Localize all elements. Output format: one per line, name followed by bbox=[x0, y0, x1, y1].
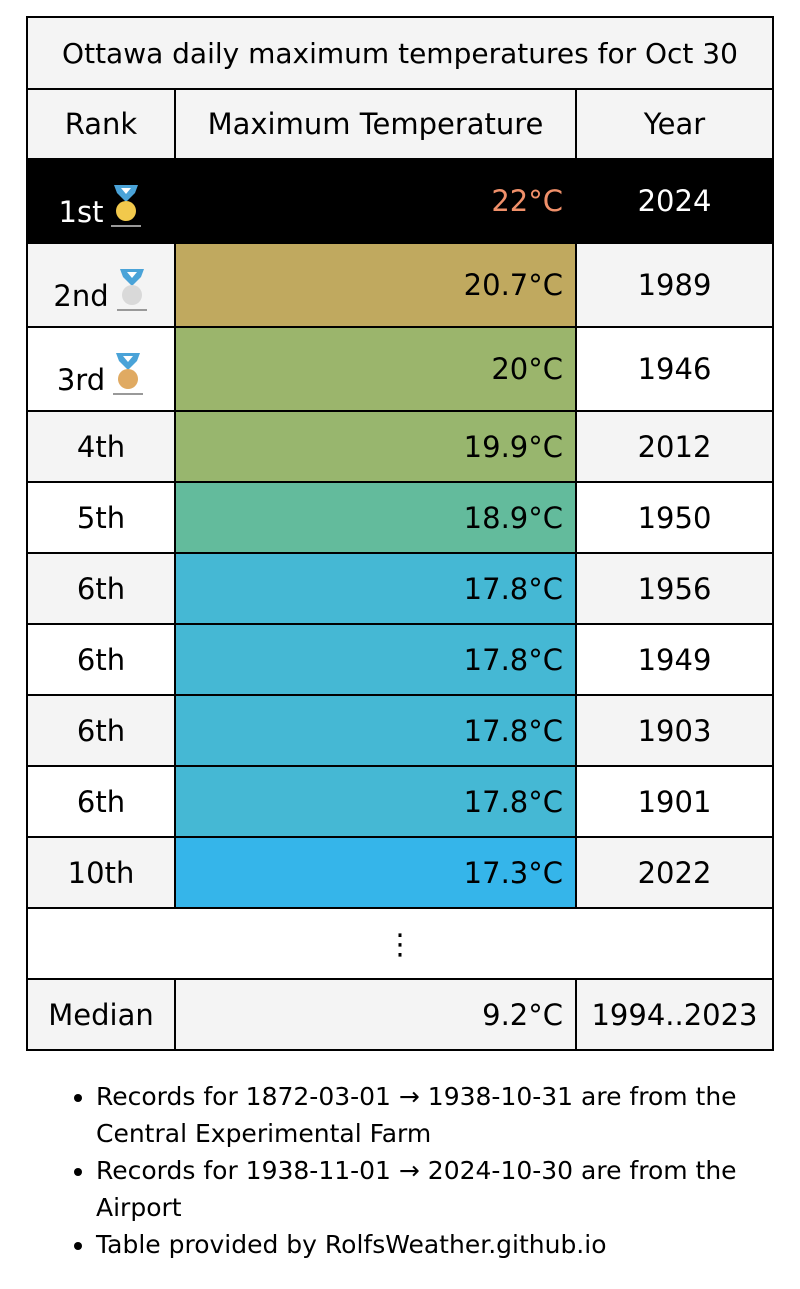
table-row: 10th 17.3°C 2022 bbox=[26, 836, 774, 909]
temp-cell: 20°C bbox=[174, 326, 577, 412]
rank-text: 6th bbox=[76, 642, 126, 677]
rank-cell: 6th bbox=[26, 765, 176, 838]
note: Records for 1938-11-01 → 2024-10-30 are … bbox=[96, 1152, 776, 1226]
rank-text: 5th bbox=[76, 500, 126, 535]
rank-text: 10th bbox=[67, 855, 135, 890]
rank-text: 6th bbox=[76, 571, 126, 606]
temp-cell: 22°C bbox=[174, 158, 577, 244]
year-cell: 1901 bbox=[575, 765, 774, 838]
year-cell: 2024 bbox=[575, 158, 774, 244]
rank-text: 4th bbox=[76, 429, 126, 464]
rank-text: 6th bbox=[76, 713, 126, 748]
table-row: 1st 22°C 2024 bbox=[26, 158, 774, 244]
ellipsis-row: ⋮ bbox=[26, 907, 774, 980]
table-title: Ottawa daily maximum temperatures for Oc… bbox=[26, 16, 774, 90]
notes-list: Records for 1872-03-01 → 1938-10-31 are … bbox=[52, 1078, 776, 1263]
temp-cell: 19.9°C bbox=[174, 410, 577, 483]
rank-cell: 4th bbox=[26, 410, 176, 483]
year-cell: 1949 bbox=[575, 623, 774, 696]
note: Records for 1872-03-01 → 1938-10-31 are … bbox=[96, 1078, 776, 1152]
year-cell: 1950 bbox=[575, 481, 774, 554]
table-row: 5th 18.9°C 1950 bbox=[26, 481, 774, 554]
year-cell: 1946 bbox=[575, 326, 774, 412]
temp-cell: 17.3°C bbox=[174, 836, 577, 909]
table-row: 6th 17.8°C 1956 bbox=[26, 552, 774, 625]
rank-cell: 1st bbox=[26, 158, 176, 244]
table-row: 6th 17.8°C 1901 bbox=[26, 765, 774, 838]
table-row: 4th 19.9°C 2012 bbox=[26, 410, 774, 483]
median-label: Median bbox=[26, 978, 176, 1051]
year-cell: 1956 bbox=[575, 552, 774, 625]
median-years: 1994..2023 bbox=[575, 978, 774, 1051]
table-row: 6th 17.8°C 1949 bbox=[26, 623, 774, 696]
rank-cell: 6th bbox=[26, 623, 176, 696]
table-row: 2nd 20.7°C 1989 bbox=[26, 242, 774, 328]
median-temp: 9.2°C bbox=[174, 978, 577, 1051]
note: Table provided by RolfsWeather.github.io bbox=[96, 1226, 776, 1263]
year-cell: 2012 bbox=[575, 410, 774, 483]
rank-cell: 10th bbox=[26, 836, 176, 909]
temp-cell: 20.7°C bbox=[174, 242, 577, 328]
temp-cell: 17.8°C bbox=[174, 765, 577, 838]
rank-cell: 3rd bbox=[26, 326, 176, 412]
rank-cell: 6th bbox=[26, 694, 176, 767]
year-cell: 2022 bbox=[575, 836, 774, 909]
rank-text: 2nd bbox=[53, 279, 109, 313]
rank-cell: 5th bbox=[26, 481, 176, 554]
silver-medal-icon bbox=[116, 269, 147, 311]
temp-cell: 17.8°C bbox=[174, 623, 577, 696]
bronze-medal-icon bbox=[113, 353, 144, 395]
table-row: 6th 17.8°C 1903 bbox=[26, 694, 774, 767]
header-temp: Maximum Temperature bbox=[174, 88, 577, 160]
header-rank: Rank bbox=[26, 88, 176, 160]
rank-text: 6th bbox=[76, 784, 126, 819]
table-row: 3rd 20°C 1946 bbox=[26, 326, 774, 412]
header-year: Year bbox=[575, 88, 774, 160]
rank-text: 3rd bbox=[56, 363, 106, 397]
year-cell: 1989 bbox=[575, 242, 774, 328]
rank-cell: 2nd bbox=[26, 242, 176, 328]
year-cell: 1903 bbox=[575, 694, 774, 767]
temp-cell: 18.9°C bbox=[174, 481, 577, 554]
temp-cell: 17.8°C bbox=[174, 694, 577, 767]
gold-medal-icon bbox=[111, 185, 142, 227]
rank-cell: 6th bbox=[26, 552, 176, 625]
rank-text: 1st bbox=[58, 195, 104, 229]
records-table: Ottawa daily maximum temperatures for Oc… bbox=[26, 16, 774, 1051]
temp-cell: 17.8°C bbox=[174, 552, 577, 625]
